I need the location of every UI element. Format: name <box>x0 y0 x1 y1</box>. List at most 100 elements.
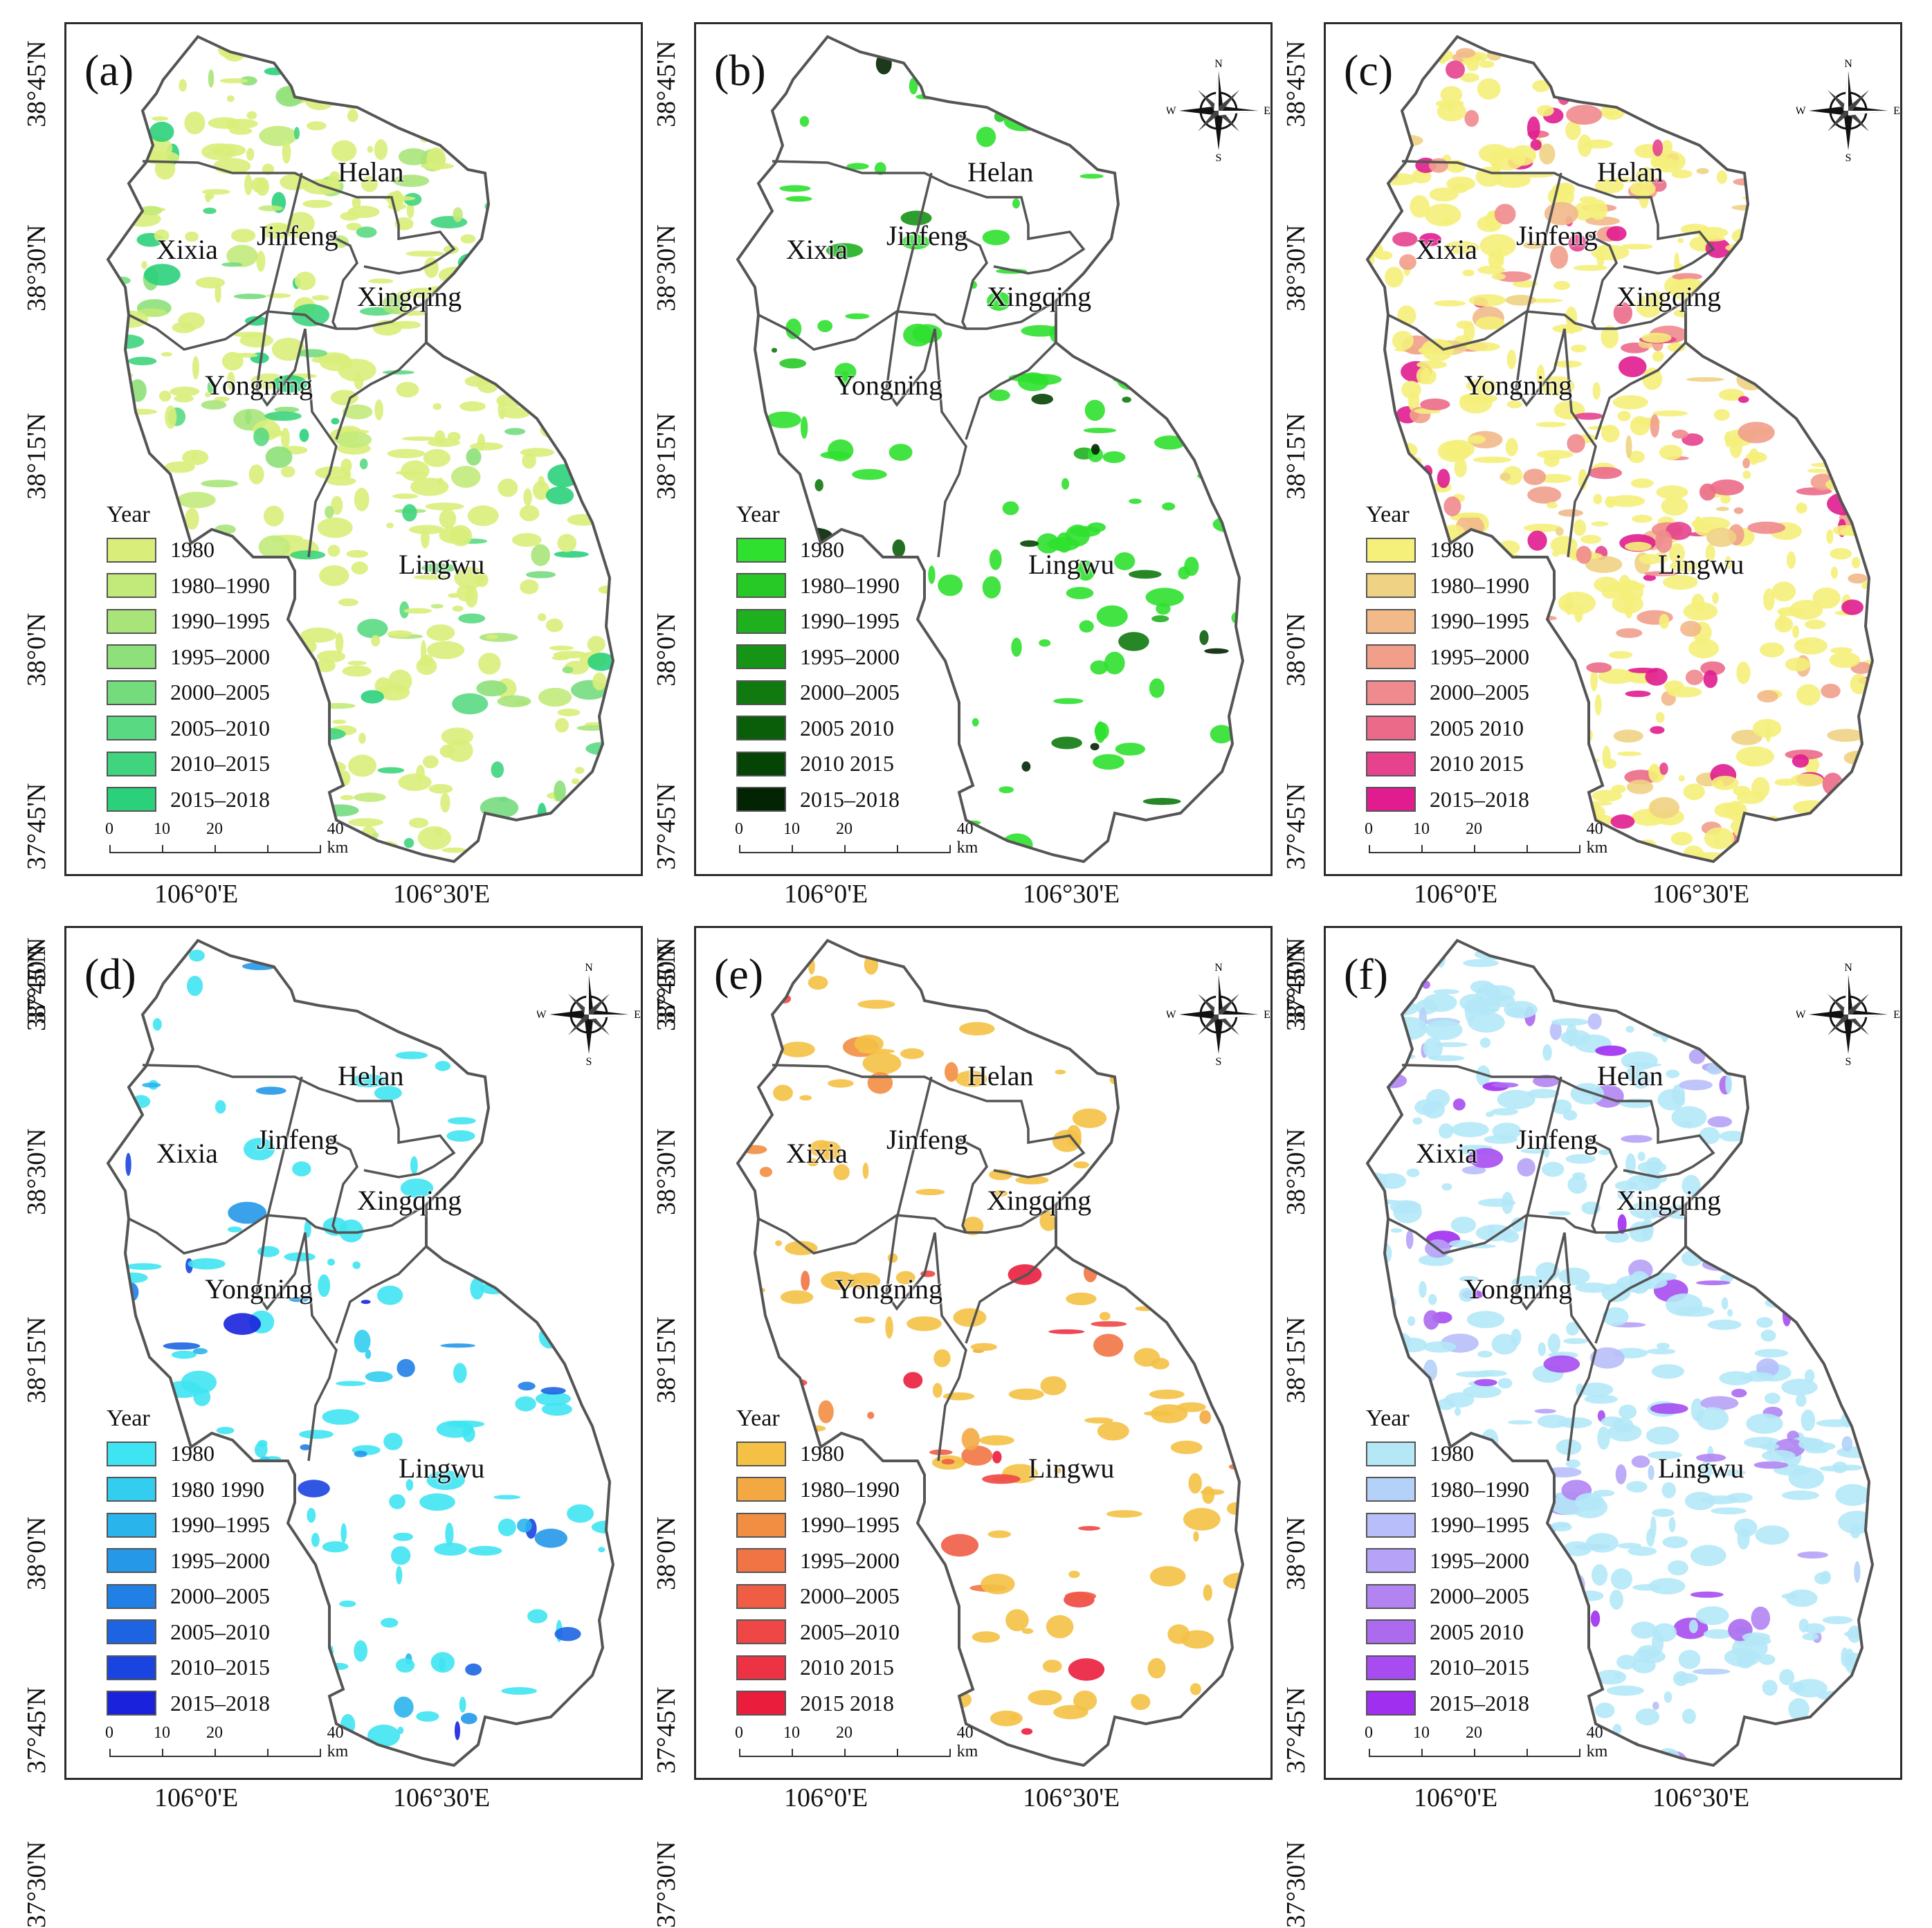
land-patch <box>1530 737 1568 747</box>
legend-swatch <box>107 644 156 669</box>
land-patch <box>1686 377 1724 382</box>
land-patch <box>1714 409 1730 421</box>
land-patch <box>531 544 550 566</box>
land-patch <box>1425 1020 1462 1040</box>
land-patch <box>1779 1669 1794 1685</box>
land-patch <box>976 127 996 147</box>
land-patch <box>996 954 1010 970</box>
land-patch <box>538 613 546 621</box>
land-patch <box>516 350 522 370</box>
land-patch <box>582 421 592 444</box>
land-patch <box>222 352 244 371</box>
land-patch <box>1685 963 1708 968</box>
land-patch <box>279 671 306 684</box>
land-patch <box>435 87 460 102</box>
land-patch <box>1378 1044 1396 1060</box>
land-patch <box>1657 1343 1670 1349</box>
land-patch <box>1711 776 1738 790</box>
land-patch <box>310 77 338 96</box>
land-patch <box>365 1372 393 1383</box>
land-patch <box>800 116 810 127</box>
land-patch <box>1176 217 1188 226</box>
land-patch <box>1794 637 1828 655</box>
land-patch <box>575 357 587 371</box>
land-patch <box>480 633 518 642</box>
land-patch <box>1097 1421 1129 1440</box>
land-patch <box>354 1640 367 1662</box>
compass-letter-s: S <box>1846 1056 1852 1066</box>
land-patch <box>1852 516 1880 531</box>
legend-label: 1995–2000 <box>800 1548 900 1574</box>
compass-letter-w: W <box>537 1009 547 1021</box>
land-patch <box>503 1258 525 1273</box>
legend-swatch <box>107 609 156 634</box>
land-patch <box>281 428 290 448</box>
land-patch <box>387 630 412 638</box>
compass-letter-w: W <box>1796 105 1806 117</box>
legend-swatch <box>1366 1442 1416 1466</box>
scale-tick-label: 40 km <box>957 1724 978 1761</box>
land-patch <box>391 321 421 329</box>
district-label-lingwu: Lingwu <box>1658 1452 1744 1484</box>
land-patch <box>863 1053 902 1075</box>
land-patch <box>1753 826 1771 838</box>
land-patch <box>1616 628 1642 638</box>
land-patch <box>1788 175 1822 192</box>
land-patch <box>1602 111 1619 116</box>
land-patch <box>1807 1720 1821 1727</box>
land-patch <box>426 624 455 641</box>
land-patch <box>184 111 205 134</box>
legend-label: 2010 2015 <box>800 1655 894 1680</box>
land-patch <box>1022 761 1031 772</box>
land-patch <box>586 504 593 509</box>
scale-tick-label: 10 <box>154 1724 170 1743</box>
legend-label: 2010–2015 <box>1430 1655 1529 1680</box>
land-patch <box>1053 698 1083 704</box>
land-patch <box>1746 1414 1783 1434</box>
land-patch <box>1771 1259 1797 1266</box>
land-patch <box>1606 226 1626 242</box>
land-patch <box>292 1161 311 1176</box>
legend-label: 1980 <box>170 537 215 563</box>
land-patch <box>1556 67 1569 74</box>
land-patch <box>1666 1070 1679 1078</box>
land-patch <box>1542 55 1555 71</box>
land-patch <box>1611 815 1635 829</box>
land-patch <box>908 1572 930 1577</box>
land-patch <box>193 1388 210 1406</box>
land-patch <box>953 1308 986 1327</box>
compass-rose-icon: NSEW <box>537 963 641 1066</box>
land-patch <box>1598 78 1623 89</box>
land-patch <box>1660 1019 1669 1042</box>
land-patch <box>1558 592 1596 615</box>
land-patch <box>172 322 196 333</box>
district-label-helan: Helan <box>1597 1060 1664 1092</box>
land-patch <box>1778 344 1799 365</box>
legend-swatch <box>1366 752 1416 776</box>
land-patch <box>161 352 172 356</box>
scale-tick-label: 20 <box>206 1724 223 1743</box>
land-patch <box>502 1687 537 1695</box>
land-patch <box>1815 222 1840 227</box>
land-patch <box>312 67 349 80</box>
land-patch <box>1648 1465 1655 1480</box>
land-patch <box>1689 1222 1701 1241</box>
land-patch <box>1618 1543 1641 1548</box>
longitude-label: 106°30'E <box>393 1783 490 1813</box>
land-patch <box>1792 754 1809 767</box>
land-patch <box>1550 699 1584 705</box>
land-patch <box>1826 529 1833 545</box>
land-patch <box>1574 412 1603 419</box>
land-patch <box>320 703 356 709</box>
land-patch <box>1104 652 1125 675</box>
land-patch <box>989 390 1010 401</box>
land-patch <box>1835 1086 1843 1104</box>
district-label-xixia: Xixia <box>786 1137 848 1170</box>
longitude-label: 106°0'E <box>154 879 238 909</box>
land-patch <box>1830 1749 1845 1765</box>
district-label-xingqing: Xingqing <box>987 280 1091 313</box>
land-patch <box>256 251 265 271</box>
land-patch <box>1206 1376 1223 1390</box>
land-patch <box>599 585 616 594</box>
